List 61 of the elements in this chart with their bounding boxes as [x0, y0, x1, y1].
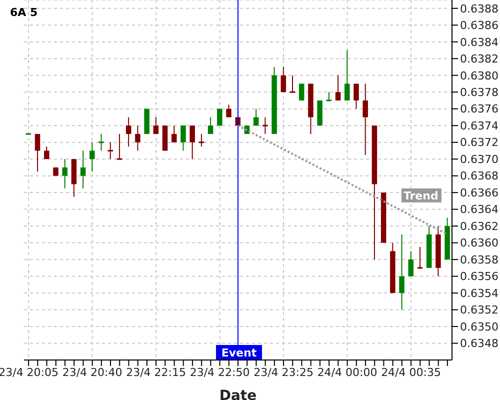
- y-tick-label: 0.6368: [460, 170, 498, 183]
- candlestick: [153, 116, 159, 134]
- candlestick: [34, 133, 40, 172]
- candlestick: [298, 83, 304, 101]
- candlestick: [126, 116, 132, 148]
- y-tick-label: 0.6358: [460, 253, 498, 266]
- candlestick: [62, 158, 68, 189]
- x-axis-title: Date: [219, 388, 257, 400]
- candlestick: [335, 74, 341, 101]
- y-tick-label: 0.6364: [460, 203, 498, 216]
- y-tick-label: 0.6380: [460, 69, 498, 82]
- candlestick: [408, 250, 414, 277]
- y-tick-label: 0.6360: [460, 236, 498, 250]
- candlestick: [180, 125, 186, 152]
- y-tick-label: 0.6374: [460, 119, 498, 132]
- x-tick-label: 24/4 00:35: [381, 366, 441, 379]
- candlestick: [90, 142, 95, 172]
- candlestick: [253, 108, 259, 126]
- candlestick: [326, 92, 332, 102]
- candlestick: [399, 234, 404, 310]
- x-tick-label: 23/4 20:40: [62, 366, 122, 379]
- y-tick-label: 0.6356: [460, 270, 498, 284]
- candlestick: [354, 83, 359, 110]
- annotation: Event: [221, 346, 257, 360]
- x-tick-label: 23/4 22:15: [126, 366, 186, 379]
- candlestick: [198, 133, 205, 148]
- x-tick-label: 23/4 23:25: [254, 366, 314, 379]
- candlestick: [44, 146, 50, 160]
- candlestick: [289, 74, 296, 93]
- candlestick: [262, 116, 269, 134]
- series-label: Trend: [403, 189, 438, 202]
- y-tick-label: 0.6348: [460, 337, 498, 350]
- candlestick: [171, 125, 177, 143]
- candlestick: [344, 50, 350, 101]
- candlestick: [98, 133, 105, 152]
- y-tick-label: 0.6382: [460, 52, 498, 66]
- y-tick-label: 0.6384: [460, 36, 498, 49]
- candlestick: [416, 246, 424, 269]
- candlestick: [116, 133, 123, 160]
- text: 6A 5: [10, 6, 38, 19]
- candlestick: [226, 104, 232, 118]
- x-tick-label: 23/4 22:50: [190, 366, 250, 379]
- y-tick-label: 0.6350: [460, 320, 498, 334]
- candlestick: [208, 116, 214, 134]
- candlestick: [135, 125, 140, 152]
- y-tick-label: 0.6388: [460, 2, 498, 16]
- y-tick-label: 0.6376: [460, 102, 498, 116]
- x-tick-label: 24/4 00:00: [317, 366, 378, 379]
- candlestick: [106, 142, 114, 160]
- candlestick: [190, 125, 195, 160]
- y-tick-label: 0.6372: [460, 136, 498, 150]
- y-tick-label: 0.6362: [460, 220, 498, 233]
- y-tick-label: 0.6370: [460, 152, 498, 166]
- y-tick-label: 0.6352: [460, 304, 498, 317]
- y-tick-label: 0.6366: [460, 186, 498, 200]
- y-tick-label: 0.6354: [460, 286, 498, 300]
- candlestick: [362, 83, 368, 156]
- y-tick-label: 0.6378: [460, 86, 498, 99]
- candlestick: [80, 150, 86, 189]
- candlestick: [280, 66, 286, 93]
- y-tick-label: 0.6386: [460, 19, 498, 32]
